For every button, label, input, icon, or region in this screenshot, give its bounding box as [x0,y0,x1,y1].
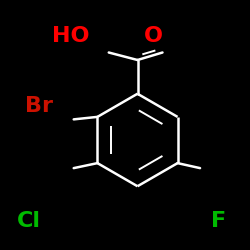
Text: HO: HO [52,26,90,46]
Text: Cl: Cl [17,211,41,231]
Text: F: F [211,211,226,231]
Text: Br: Br [25,96,53,116]
Text: O: O [144,26,163,46]
